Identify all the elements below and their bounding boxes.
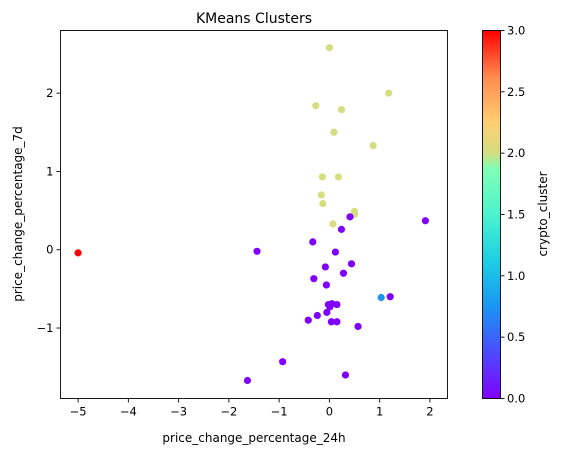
data-point: [370, 142, 377, 149]
y-tick-label: −1: [37, 321, 54, 335]
x-tick-label: −4: [120, 405, 137, 419]
colorbar-ticks: 0.0 0.5 1.0 1.5 2.0 2.5 3.0: [501, 24, 526, 406]
data-point: [378, 294, 385, 301]
data-point: [314, 312, 321, 319]
colorbar: [483, 31, 501, 399]
data-point: [342, 371, 349, 378]
data-point: [330, 129, 337, 136]
data-point: [322, 263, 329, 270]
data-point: [318, 191, 325, 198]
colorbar-tick-label: 2.5: [507, 85, 525, 99]
x-tick-label: −2: [220, 405, 237, 419]
plot-area: [61, 31, 448, 399]
data-point: [74, 249, 81, 256]
x-tick-label: −5: [70, 405, 87, 419]
colorbar-tick-label: 1.5: [507, 208, 525, 222]
colorbar-tick-label: 3.0: [507, 24, 525, 38]
data-point: [333, 318, 340, 325]
chart-title: KMeans Clusters: [196, 11, 312, 27]
data-point: [335, 173, 342, 180]
data-point: [354, 323, 361, 330]
x-tick-label: 1: [376, 405, 383, 419]
data-point: [340, 270, 347, 277]
x-tick-label: 2: [426, 405, 433, 419]
data-point: [310, 275, 317, 282]
data-point: [319, 200, 326, 207]
colorbar-label: crypto_cluster: [536, 171, 550, 256]
x-axis: −5 −4 −3 −2 −1 0 1 2: [70, 399, 434, 419]
colorbar-tick-label: 2.0: [507, 146, 525, 160]
data-point: [309, 238, 316, 245]
y-tick-label: 1: [46, 164, 53, 178]
data-point: [333, 301, 340, 308]
data-point: [253, 248, 260, 255]
data-point: [244, 377, 251, 384]
data-point: [348, 260, 355, 267]
x-tick-label: 0: [326, 405, 333, 419]
data-point: [323, 281, 330, 288]
data-point: [305, 317, 312, 324]
data-point: [346, 213, 353, 220]
data-point: [385, 90, 392, 97]
data-point: [387, 293, 394, 300]
y-axis-label: price_change_percentage_7d: [11, 126, 25, 302]
x-tick-label: −1: [271, 405, 288, 419]
y-axis: −1 0 1 2: [37, 86, 61, 335]
data-point: [319, 173, 326, 180]
colorbar-tick-label: 0.5: [507, 330, 525, 344]
data-point: [279, 358, 286, 365]
y-tick-label: 0: [46, 243, 53, 257]
colorbar-tick-label: 1.0: [507, 269, 525, 283]
colorbar-tick-label: 0.0: [507, 392, 525, 406]
data-point: [323, 309, 330, 316]
data-point: [312, 102, 319, 109]
data-point: [338, 226, 345, 233]
x-tick-label: −3: [170, 405, 187, 419]
x-axis-label: price_change_percentage_24h: [162, 431, 345, 445]
data-point: [422, 217, 429, 224]
data-point: [338, 106, 345, 113]
data-point: [332, 248, 339, 255]
data-point: [326, 44, 333, 51]
y-tick-label: 2: [46, 86, 53, 100]
data-point: [329, 220, 336, 227]
